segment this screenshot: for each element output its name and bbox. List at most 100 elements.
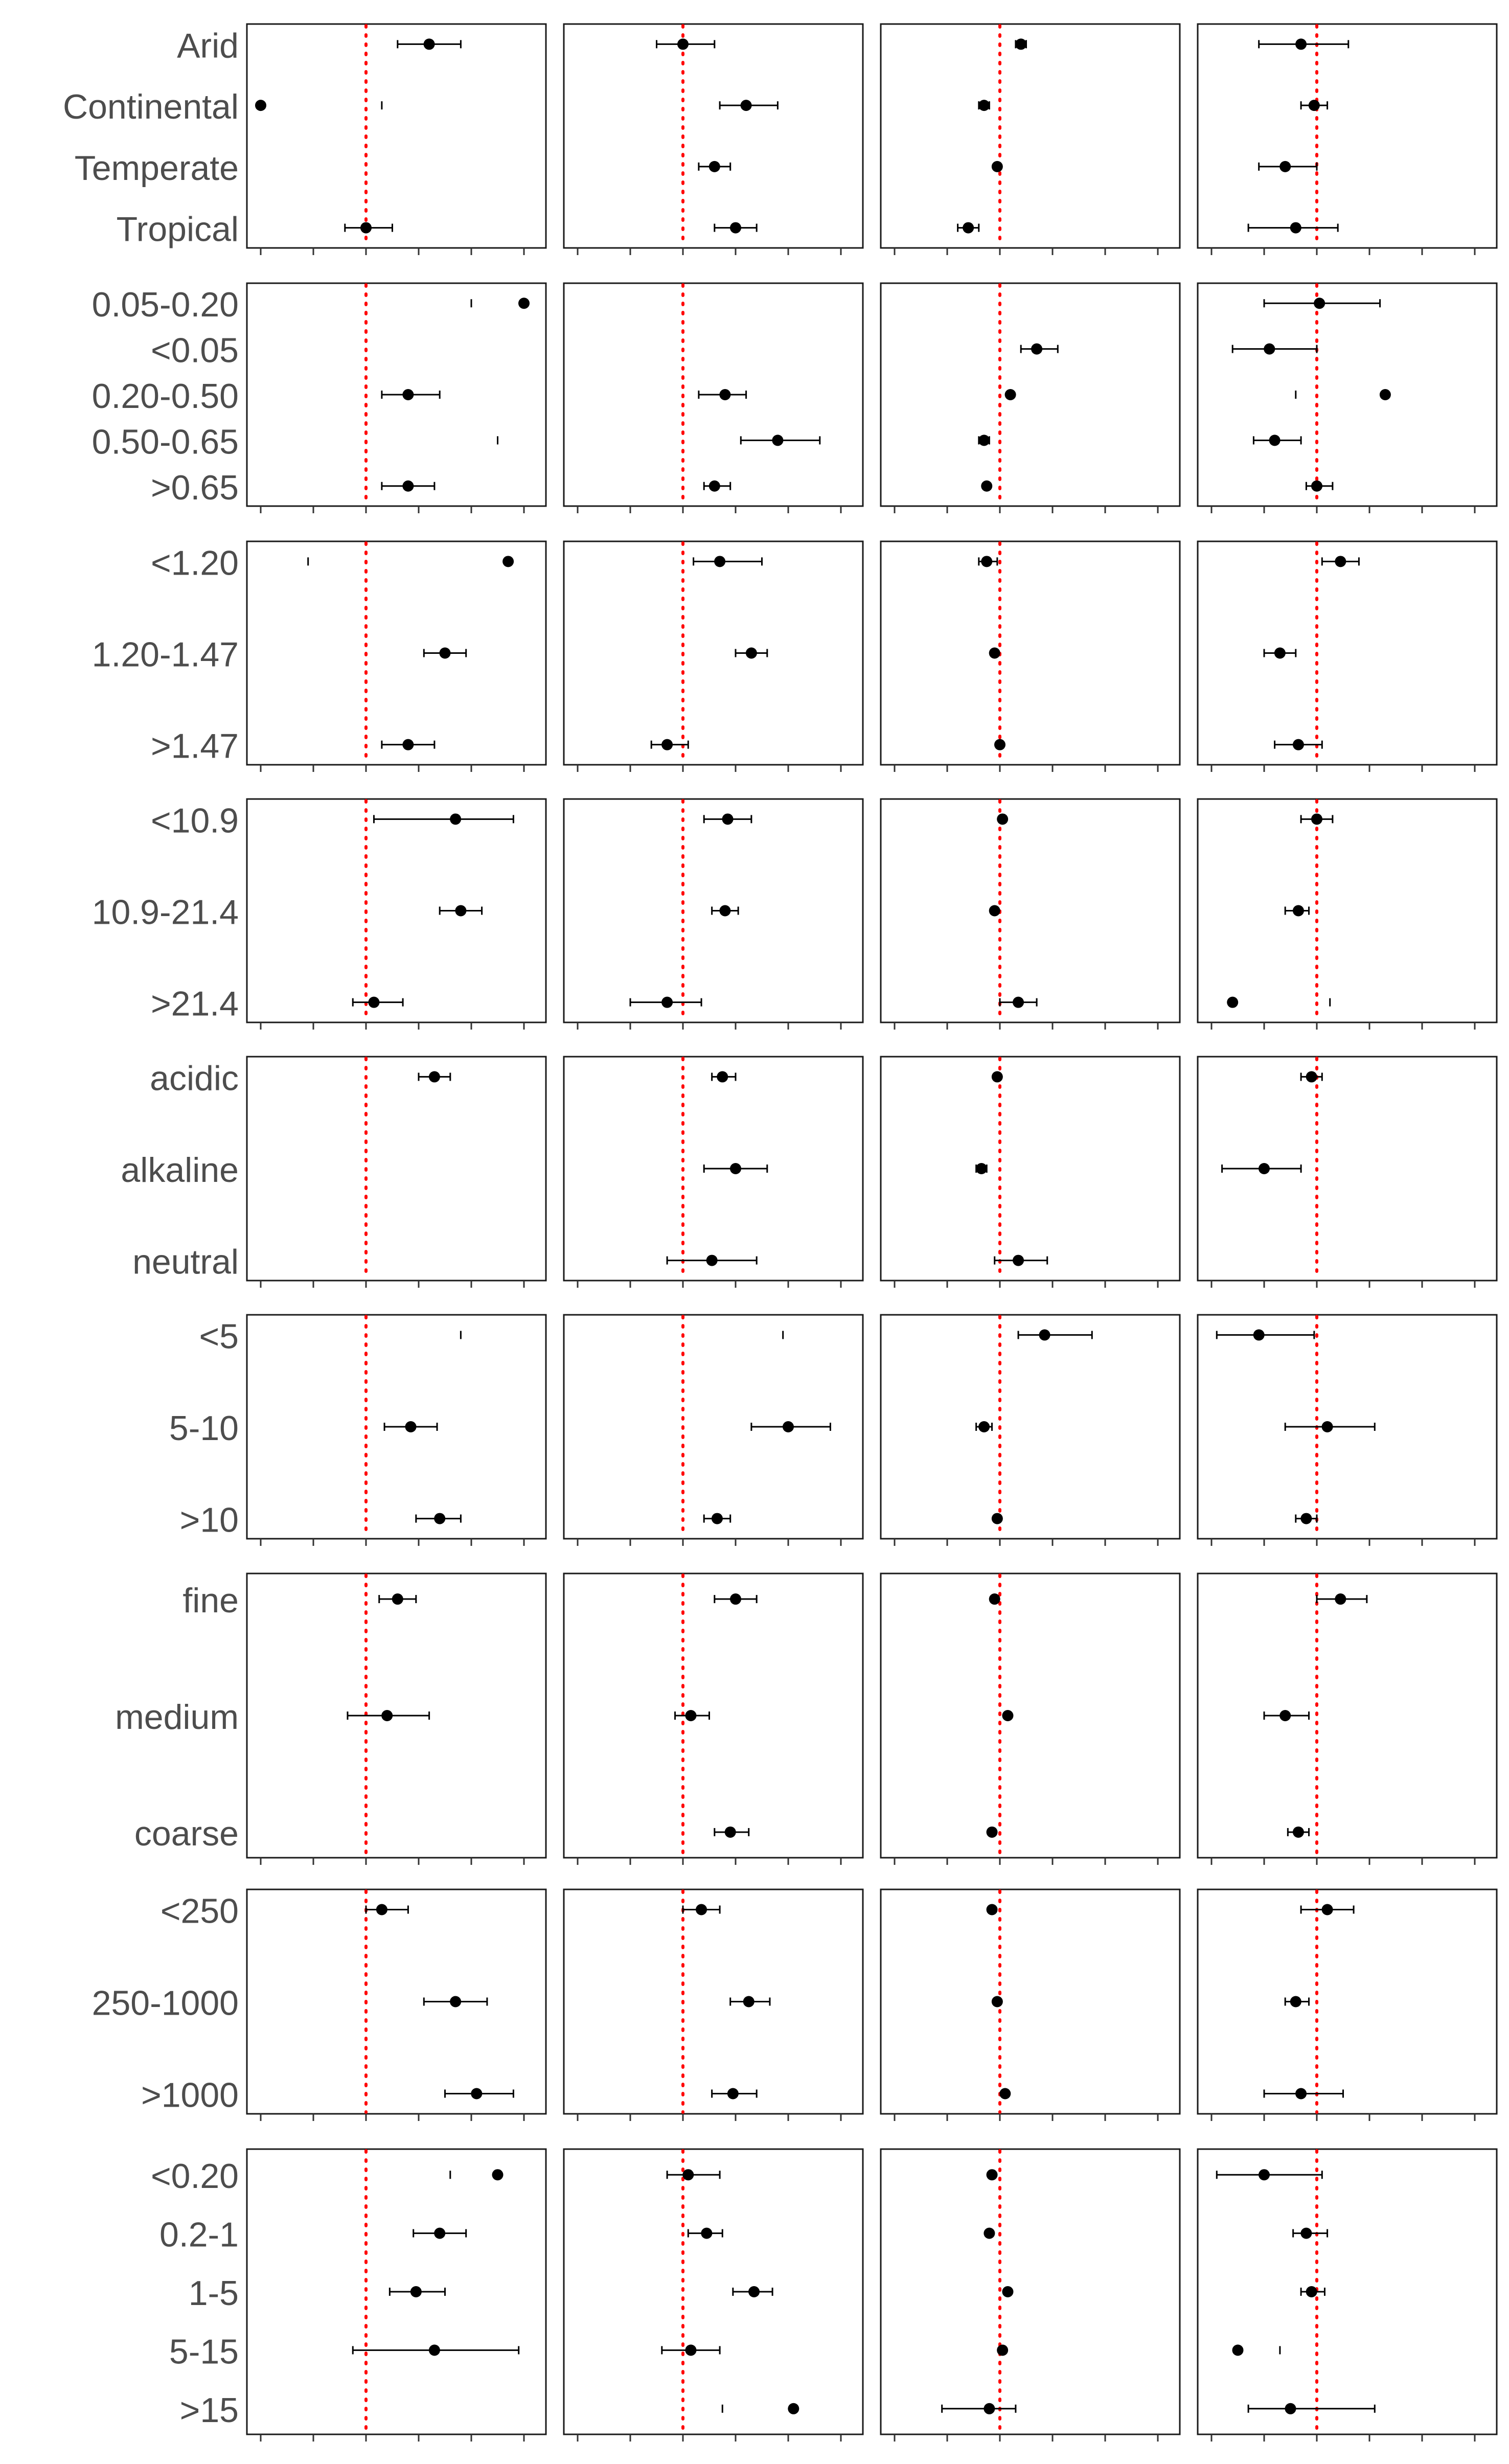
panel-frame	[246, 1314, 547, 1540]
panel-frame	[246, 282, 547, 507]
estimate-point	[997, 2344, 1009, 2356]
estimate-point	[730, 1163, 741, 1174]
estimate-point	[434, 1513, 446, 1524]
estimate-point	[788, 2403, 799, 2414]
estimate-point	[1015, 38, 1027, 50]
panel-frame	[1197, 1056, 1498, 1282]
panel-frame	[1197, 282, 1498, 507]
estimate-point	[783, 1421, 794, 1432]
panel-frame	[246, 798, 547, 1023]
estimate-point	[730, 1593, 741, 1605]
panel-frame	[246, 2148, 547, 2435]
category-label: <0.05	[151, 331, 239, 370]
category-label: 5-15	[169, 2332, 239, 2371]
category-label: >1.47	[151, 727, 239, 766]
estimate-point	[978, 435, 990, 446]
estimate-point	[984, 2403, 995, 2414]
category-label: >1000	[141, 2075, 239, 2114]
estimate-point	[1013, 996, 1024, 1008]
category-label: Arid	[177, 26, 239, 65]
estimate-point	[989, 905, 1000, 917]
estimate-point	[1269, 435, 1281, 446]
estimate-point	[986, 1904, 998, 1915]
category-label: 5-10	[169, 1409, 239, 1448]
panel-frame	[1197, 798, 1498, 1023]
estimate-point	[1039, 1329, 1050, 1341]
estimate-point	[492, 2169, 504, 2181]
panel-frame	[246, 1056, 547, 1282]
estimate-point	[743, 1996, 755, 2007]
estimate-point	[402, 739, 414, 750]
estimate-point	[991, 1996, 1003, 2007]
estimate-point	[1274, 647, 1286, 659]
estimate-point	[1279, 1710, 1291, 1721]
estimate-point	[1232, 2344, 1244, 2356]
estimate-point	[1306, 2286, 1317, 2297]
estimate-point	[717, 1071, 728, 1083]
category-label: neutral	[132, 1243, 239, 1282]
panel-frame	[880, 1572, 1181, 1859]
estimate-point	[255, 100, 266, 111]
estimate-point	[722, 813, 734, 825]
panel-frame	[563, 282, 864, 507]
panel-frame	[246, 540, 547, 766]
estimate-point	[978, 100, 990, 111]
estimate-point	[978, 1421, 990, 1432]
category-label: alkaline	[121, 1151, 239, 1190]
estimate-point	[1300, 2227, 1312, 2239]
category-label: >15	[180, 2391, 239, 2430]
estimate-point	[455, 905, 467, 917]
estimate-point	[994, 739, 1005, 750]
category-label: >10	[180, 1501, 239, 1540]
estimate-point	[661, 996, 673, 1008]
estimate-point	[1279, 161, 1291, 172]
estimate-point	[1002, 1710, 1014, 1721]
estimate-point	[989, 647, 1000, 659]
estimate-point	[381, 1710, 393, 1721]
category-label: 0.20-0.50	[92, 377, 239, 416]
estimate-point	[730, 222, 741, 234]
estimate-point	[997, 813, 1009, 825]
estimate-point	[1292, 905, 1304, 917]
panel-frame	[880, 1056, 1181, 1282]
panel-frame	[880, 23, 1181, 249]
estimate-point	[708, 161, 720, 172]
category-label: coarse	[134, 1814, 239, 1853]
estimate-point	[991, 1071, 1003, 1083]
estimate-point	[1013, 1254, 1024, 1266]
estimate-point	[1335, 556, 1346, 567]
category-label: <10.9	[151, 801, 239, 840]
panel-frame	[880, 540, 1181, 766]
panel-frame	[563, 1572, 864, 1859]
category-label: acidic	[150, 1059, 239, 1098]
panel-frame	[563, 23, 864, 249]
estimate-point	[1292, 739, 1304, 750]
panel-frame	[880, 798, 1181, 1023]
estimate-point	[1253, 1329, 1265, 1341]
estimate-point	[975, 1163, 987, 1174]
panel-frame	[1197, 1888, 1498, 2115]
panel-frame	[880, 282, 1181, 507]
category-label: Continental	[63, 87, 239, 126]
estimate-point	[677, 38, 689, 50]
estimate-point	[708, 480, 720, 492]
category-label: fine	[182, 1581, 239, 1620]
estimate-point	[1290, 222, 1301, 234]
estimate-point	[1259, 1163, 1270, 1174]
panel-frame	[1197, 1314, 1498, 1540]
estimate-point	[1264, 343, 1275, 355]
estimate-point	[471, 2088, 483, 2100]
estimate-point	[963, 222, 974, 234]
estimate-point	[1295, 2088, 1307, 2100]
estimate-point	[1308, 100, 1320, 111]
category-label: medium	[115, 1698, 239, 1737]
estimate-point	[1311, 813, 1322, 825]
category-label: 1.20-1.47	[92, 635, 239, 674]
estimate-point	[724, 1826, 736, 1838]
estimate-point	[518, 298, 530, 309]
estimate-point	[360, 222, 372, 234]
estimate-point	[986, 1826, 998, 1838]
estimate-point	[748, 2286, 760, 2297]
category-label: Tropical	[117, 210, 239, 249]
estimate-point	[1335, 1593, 1346, 1605]
